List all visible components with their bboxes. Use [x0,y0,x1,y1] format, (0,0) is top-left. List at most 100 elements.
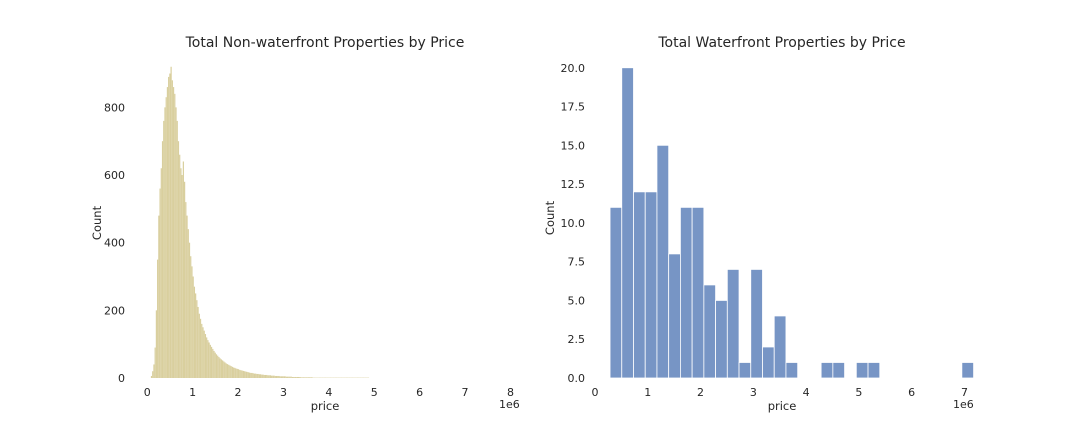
chart-right-x-tick-label: 4 [803,386,810,399]
chart-left-bar [305,377,307,378]
chart-left-title: Total Non-waterfront Properties by Price [185,35,465,51]
chart-left-bar [166,87,169,378]
chart-left-bar [219,358,221,378]
chart-right-bar [609,206,623,379]
chart-left-bar [150,375,153,378]
chart-right-y-tick-label: 5.0 [568,294,586,307]
chart-left-bar [299,376,301,378]
chart-left-bar [266,374,268,378]
chart-left-bar [224,362,226,378]
chart-right-y-tick-label: 15.0 [561,139,586,152]
chart-left-bar [176,120,178,378]
chart-right-y-label: Count [543,200,557,235]
chart-left-bar [277,375,279,378]
chart-left-bar [160,168,162,378]
chart-left-bar [154,347,156,378]
chart-left-bar [171,80,173,378]
chart-left-bar [234,367,236,378]
chart-left-bar [280,376,283,378]
chart-right-y-tick-label: 0.0 [568,372,586,385]
chart-left-bar [288,376,290,378]
chart-left-bar [181,175,183,378]
chart-right-y-tick-label: 12.5 [561,178,586,191]
chart-left-bar [153,364,155,378]
chart-right-y-tick-label: 7.5 [568,256,586,269]
chart-left-bar [175,107,177,379]
chart-left-bar [244,371,246,378]
chart-left-x-tick-label: 3 [280,386,287,399]
chart-right-bar [750,269,763,379]
chart-left-bar [172,87,175,378]
chart-right-bar [691,206,705,379]
chart-left-bar [209,344,211,378]
chart-right-x-label: price [768,399,797,413]
chart-left-bar [271,375,273,378]
chart-left-bar [289,376,291,378]
chart-left-bar [208,342,210,378]
chart-right-x-offset-text: 1e6 [953,398,974,411]
chart-left-bars [150,66,370,379]
chart-right-x-ticks: 0 1 2 3 4 5 6 7 [592,386,968,399]
chart-left-bar [258,374,260,378]
chart-left-bar [247,372,249,378]
chart-left-bar [279,376,281,378]
chart-left: Total Non-waterfront Properties by Price… [90,35,520,413]
chart-left-bar [179,154,181,378]
chart-left-bar [196,300,198,378]
chart-right-x-tick-label: 0 [592,386,599,399]
chart-left-bar [274,375,276,378]
chart-left-bar [278,375,280,378]
chart-left-bar [215,354,218,378]
chart-right-bar [715,300,728,379]
chart-left-bar [310,377,312,378]
chart-left-bar [231,366,234,378]
chart-left-bar [192,276,194,378]
chart-left-y-tick-label: 400 [104,237,125,250]
chart-left-y-tick-label: 200 [104,304,125,317]
chart-left-bar [223,361,225,378]
chart-left-y-ticks: 0 200 400 600 800 [104,101,125,385]
chart-left-bar [165,97,167,378]
chart-left-bar [163,120,165,378]
chart-right-bar [762,346,775,379]
chart-left-bar [177,141,180,378]
chart-right-bar [703,284,716,379]
chart-left-bar [182,161,184,378]
chart-right-x-tick-label: 2 [697,386,704,399]
chart-left-bar [286,376,289,378]
chart-left-bar [239,369,241,378]
chart-left-bar [191,266,193,378]
chart-left-y-tick-label: 600 [104,169,125,182]
chart-left-bar [204,334,207,378]
chart-left-bar [291,376,294,378]
chart-left-bar [294,376,296,378]
chart-left-bar [251,372,253,378]
chart-right-title: Total Waterfront Properties by Price [657,35,905,51]
chart-left-bar [295,376,297,378]
chart-left-x-tick-label: 8 [507,386,514,399]
chart-left-bar [300,377,302,378]
chart-left-bar [250,372,252,378]
chart-left-bar [195,293,197,378]
chart-left-bar [240,370,242,378]
chart-left-bar [237,369,240,378]
chart-left-bar [230,366,232,378]
chart-left-bar [214,352,216,378]
chart-left-bar [297,376,300,378]
chart-left-bar [233,367,235,378]
chart-left-x-tick-label: 7 [462,386,469,399]
chart-left-bar [187,229,189,378]
chart-left-bar [201,323,203,378]
chart-left-bar [246,371,248,378]
chart-left-bar [284,376,286,378]
chart-left-bar [199,318,202,378]
chart-left-bar [203,330,205,378]
chart-left-bar [221,360,224,378]
chart-left-bar [152,371,154,378]
chart-left-bar [296,376,298,378]
chart-left-bar [236,368,238,378]
chart-left-bar [190,256,192,378]
chart-left-bar [273,375,275,378]
